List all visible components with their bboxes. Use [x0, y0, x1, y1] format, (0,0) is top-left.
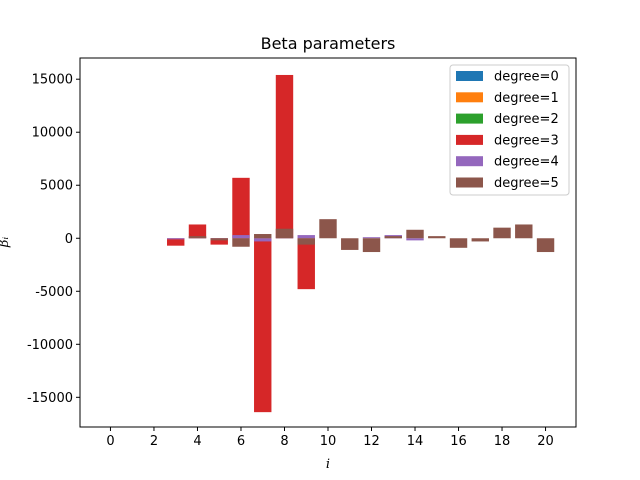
legend-swatch: [456, 71, 483, 81]
legend-swatch: [456, 113, 483, 124]
y-tick-label: 10000: [32, 126, 73, 141]
bar-degree5-i17: [471, 238, 489, 242]
bar-degree5-i11: [341, 238, 359, 250]
bar-degree5-i14: [406, 229, 424, 239]
bar-degree5-i19: [515, 224, 533, 239]
x-tick-label: 20: [537, 434, 554, 449]
legend-swatch: [456, 177, 483, 188]
chart-title: Beta parameters: [261, 34, 396, 53]
x-tick-label: 12: [363, 434, 380, 449]
legend-swatch: [456, 156, 483, 167]
y-tick-label: 5000: [40, 179, 73, 194]
x-axis: 0 2 4 6 8 10 12 14 16 18 20: [106, 427, 554, 449]
bar-degree5-i10: [319, 219, 337, 239]
x-axis-label: i: [326, 457, 330, 472]
y-axis-label: βᵢ: [0, 237, 12, 249]
y-tick-label: -10000: [27, 338, 73, 353]
legend-label: degree=0: [494, 70, 559, 85]
bar-degree4-i14: [406, 238, 424, 241]
legend-label: degree=5: [494, 176, 559, 191]
x-tick-label: 14: [407, 434, 424, 449]
y-tick-label: -15000: [27, 391, 73, 406]
bar-degree4-i3: [167, 238, 185, 240]
x-tick-label: 0: [106, 434, 114, 449]
bar-degree4-i7: [254, 238, 272, 242]
legend-swatch: [456, 134, 483, 145]
bar-degree5-i8: [275, 228, 294, 239]
legend: degree=0 degree=1 degree=2 degree=3 degree=4…: [449, 64, 570, 196]
legend-label: degree=1: [494, 91, 559, 106]
bar-degree5-i20: [536, 238, 555, 253]
legend-label: degree=3: [494, 133, 559, 148]
legend-label: degree=2: [494, 112, 559, 127]
legend-label: degree=4: [494, 155, 559, 170]
bar-degree3-i5: [210, 238, 228, 245]
bar-degree4-i9: [297, 235, 315, 239]
bar-degree4-i12: [362, 237, 381, 239]
x-tick-label: 8: [280, 434, 288, 449]
bar-degree5-i12: [362, 238, 381, 253]
bar-degree5-i5: [210, 238, 228, 241]
x-tick-label: 10: [320, 434, 337, 449]
bar-degree5-i18: [493, 227, 511, 239]
bar-degree5-i16: [449, 238, 468, 248]
bar-degree3-i6: [232, 177, 250, 239]
bar-degree5-i13: [384, 236, 402, 239]
bar-degree5-i9: [297, 238, 315, 245]
x-tick-label: 4: [193, 434, 201, 449]
bar-degree3-i9: [297, 238, 315, 290]
y-axis: -15000 -10000 -5000 0 5000 10000 15000: [27, 73, 80, 406]
y-tick-label: 0: [65, 232, 73, 247]
bar-degree3-i7: [254, 238, 272, 413]
x-tick-label: 18: [494, 434, 511, 449]
bar-degree5-i6: [232, 238, 250, 247]
bar-degree3-i4: [188, 224, 207, 239]
bar-degree5-i15: [428, 236, 446, 239]
x-tick-label: 6: [237, 434, 245, 449]
bars-layer: [167, 74, 555, 413]
bar-degree3-i3: [167, 238, 185, 246]
x-tick-label: 2: [150, 434, 158, 449]
bar-degree3-i8: [275, 74, 294, 239]
bar-degree4-i6: [232, 235, 250, 239]
bar-degree5-i4: [188, 236, 207, 239]
y-tick-label: 15000: [32, 73, 73, 88]
bar-degree5-i7: [254, 234, 272, 239]
x-tick-label: 16: [450, 434, 467, 449]
legend-swatch: [456, 92, 483, 103]
y-tick-label: -5000: [35, 285, 73, 300]
